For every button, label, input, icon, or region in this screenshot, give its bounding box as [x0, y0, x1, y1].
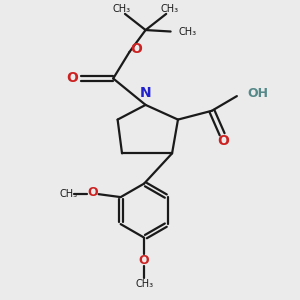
Text: CH₃: CH₃	[178, 26, 197, 37]
Text: O: O	[87, 186, 98, 199]
Text: CH₃: CH₃	[161, 4, 179, 14]
Text: O: O	[218, 134, 230, 148]
Text: CH₃: CH₃	[135, 279, 153, 289]
Text: OH: OH	[247, 87, 268, 100]
Text: O: O	[67, 71, 79, 85]
Text: N: N	[140, 85, 152, 100]
Text: O: O	[139, 254, 149, 267]
Text: CH₃: CH₃	[112, 4, 130, 14]
Text: CH₃: CH₃	[59, 189, 78, 199]
Text: O: O	[130, 42, 142, 56]
